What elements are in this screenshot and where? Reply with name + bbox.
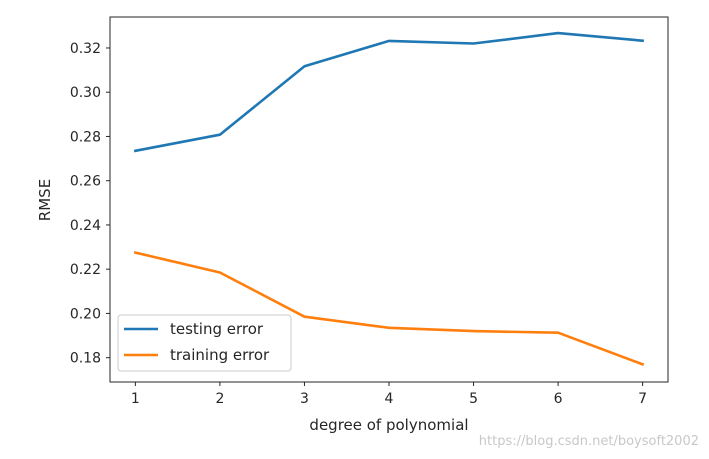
x-tick-label: 5 [469, 391, 478, 407]
y-axis: 0.18 0.20 0.22 0.24 0.26 0.28 0.30 0.32 [70, 41, 110, 367]
x-tick-label: 6 [554, 391, 563, 407]
x-tick-label: 2 [215, 391, 224, 407]
y-axis-label: RMSE [36, 179, 54, 221]
y-tick-label: 0.18 [70, 351, 101, 367]
testing-error-legend-label: testing error [170, 320, 264, 338]
y-tick-label: 0.30 [70, 85, 101, 101]
y-tick-label: 0.26 [70, 174, 101, 190]
y-tick-label: 0.20 [70, 306, 101, 322]
x-axis-label: degree of polynomial [309, 416, 468, 434]
x-tick-label: 7 [638, 391, 647, 407]
x-tick-label: 1 [131, 391, 140, 407]
y-tick-label: 0.24 [70, 218, 101, 234]
y-tick-label: 0.28 [70, 129, 101, 145]
series-layer [133, 31, 645, 366]
legend-box [117, 314, 292, 372]
y-tick-label: 0.32 [70, 41, 101, 57]
legend: testing error training error [117, 314, 292, 372]
x-tick-label: 4 [385, 391, 394, 407]
training-error-legend-label: training error [170, 346, 270, 364]
x-tick-label: 3 [300, 391, 309, 407]
y-tick-label: 0.22 [70, 262, 101, 278]
x-axis: 1 2 3 4 5 6 7 [131, 382, 647, 407]
watermark: https://blog.csdn.net/boysoft2002 [478, 434, 699, 449]
